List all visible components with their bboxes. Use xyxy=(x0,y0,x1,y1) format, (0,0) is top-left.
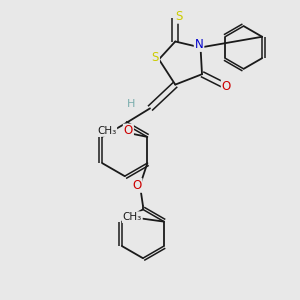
Text: H: H xyxy=(127,99,135,109)
Text: O: O xyxy=(132,179,142,192)
Text: S: S xyxy=(175,10,182,23)
Text: N: N xyxy=(195,38,203,51)
Text: CH₃: CH₃ xyxy=(97,126,116,136)
Text: S: S xyxy=(152,51,159,64)
Text: O: O xyxy=(124,124,133,137)
Text: CH₃: CH₃ xyxy=(123,212,142,222)
Text: O: O xyxy=(222,80,231,93)
